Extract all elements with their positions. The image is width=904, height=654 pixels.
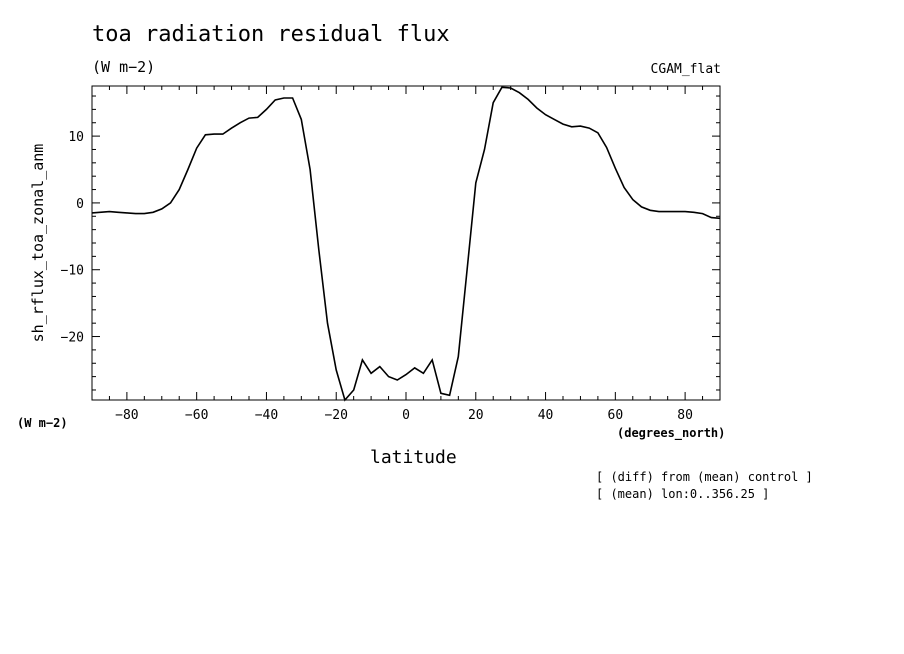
case-label: CGAM_flat xyxy=(650,62,721,77)
x-tick-label: 60 xyxy=(608,408,624,423)
tick-labels: −80 −60 −40 −20 0 20 40 60 80 −20 −10 0 10 xyxy=(61,130,693,423)
y-tick-label: 0 xyxy=(76,197,84,212)
y-tick-label: 10 xyxy=(68,130,84,145)
y-tick-label: −20 xyxy=(61,331,84,346)
x-axis-units: (degrees_north) xyxy=(617,426,726,440)
note-mean: [ (mean) lon:0..356.25 ] xyxy=(596,487,770,501)
tick-marks xyxy=(91,86,721,400)
x-tick-label: −20 xyxy=(324,408,347,423)
chart-subtitle-units: (W m−2) xyxy=(92,58,156,76)
x-tick-label: −60 xyxy=(185,408,208,423)
x-tick-label: −40 xyxy=(255,408,278,423)
x-tick-label: 40 xyxy=(538,408,554,423)
chart-title: toa radiation residual flux xyxy=(92,22,450,47)
x-axis-label: latitude xyxy=(370,447,457,468)
x-tick-label: 80 xyxy=(677,408,693,423)
series-line xyxy=(91,86,721,402)
y-axis-units: (W m−2) xyxy=(17,416,68,430)
x-tick-label: 0 xyxy=(402,408,410,423)
note-diff: [ (diff) from (mean) control ] xyxy=(596,470,813,484)
y-tick-label: −10 xyxy=(61,264,84,279)
x-tick-label: 20 xyxy=(468,408,484,423)
plot-frame xyxy=(91,85,721,401)
x-tick-label: −80 xyxy=(115,408,138,423)
